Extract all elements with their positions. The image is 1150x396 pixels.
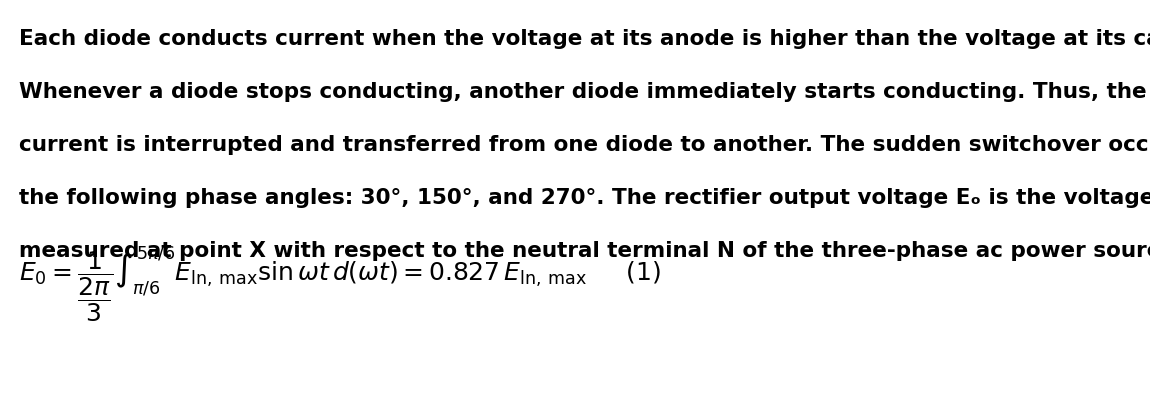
Text: $E_0=\dfrac{1}{\dfrac{2\pi}{3}}\int_{\pi/6}^{5\pi/6}E_{\mathrm{ln,\,max}}\sin\om: $E_0=\dfrac{1}{\dfrac{2\pi}{3}}\int_{\pi… <box>18 245 661 324</box>
Text: measured at point X with respect to the neutral terminal N of the three-phase ac: measured at point X with respect to the … <box>18 241 1150 261</box>
Text: the following phase angles: 30°, 150°, and 270°. The rectifier output voltage Eₒ: the following phase angles: 30°, 150°, a… <box>18 188 1150 208</box>
Text: current is interrupted and transferred from one diode to another. The sudden swi: current is interrupted and transferred f… <box>18 135 1150 155</box>
Text: Whenever a diode stops conducting, another diode immediately starts conducting. : Whenever a diode stops conducting, anoth… <box>18 82 1150 102</box>
Text: Each diode conducts current when the voltage at its anode is higher than the vol: Each diode conducts current when the vol… <box>18 29 1150 49</box>
